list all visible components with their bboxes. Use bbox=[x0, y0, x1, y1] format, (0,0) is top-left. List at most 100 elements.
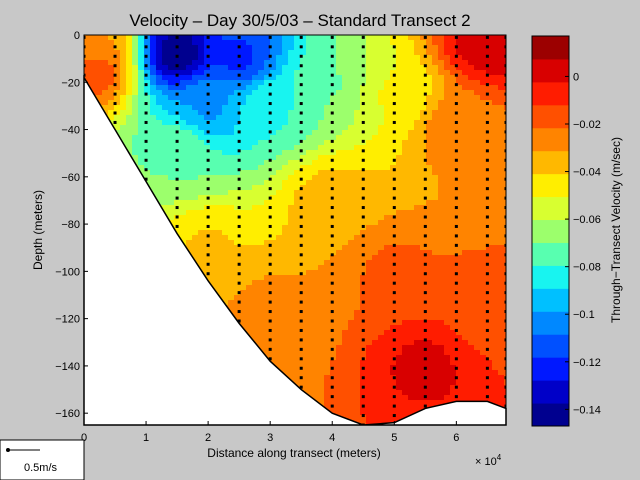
velocity-cell bbox=[486, 255, 493, 261]
velocity-cell bbox=[276, 280, 283, 286]
velocity-cell bbox=[474, 155, 481, 161]
velocity-cell bbox=[270, 325, 277, 331]
velocity-cell bbox=[318, 55, 325, 61]
velocity-cell bbox=[366, 375, 373, 381]
velocity-cell bbox=[108, 45, 115, 51]
velocity-cell bbox=[504, 40, 506, 46]
velocity-cell bbox=[300, 275, 307, 281]
velocity-cell bbox=[180, 150, 187, 156]
velocity-cell bbox=[252, 235, 259, 241]
velocity-cell bbox=[468, 60, 475, 66]
velocity-cell bbox=[378, 335, 385, 341]
velocity-cell bbox=[486, 150, 493, 156]
velocity-cell bbox=[432, 70, 439, 76]
velocity-cell bbox=[114, 85, 121, 91]
velocity-cell bbox=[204, 105, 211, 111]
velocity-cell bbox=[276, 40, 283, 46]
velocity-cell bbox=[498, 95, 505, 101]
velocity-cell bbox=[462, 140, 469, 146]
velocity-cell bbox=[402, 45, 409, 51]
velocity-cell bbox=[354, 115, 361, 121]
velocity-cell bbox=[450, 335, 457, 341]
velocity-cell bbox=[180, 165, 187, 171]
velocity-cell bbox=[432, 105, 439, 111]
velocity-cell bbox=[324, 295, 331, 301]
velocity-cell bbox=[228, 105, 235, 111]
velocity-cell bbox=[360, 210, 367, 216]
velocity-cell bbox=[162, 95, 169, 101]
velocity-cell bbox=[120, 60, 127, 66]
velocity-cell bbox=[156, 140, 163, 146]
velocity-cell bbox=[384, 300, 391, 306]
velocity-cell bbox=[432, 130, 439, 136]
velocity-cell bbox=[228, 275, 235, 281]
velocity-cell bbox=[198, 240, 205, 246]
velocity-cell bbox=[480, 275, 487, 281]
velocity-cell bbox=[504, 165, 506, 171]
velocity-cell bbox=[456, 130, 463, 136]
velocity-cell bbox=[480, 245, 487, 251]
velocity-cell bbox=[348, 225, 355, 231]
velocity-cell bbox=[372, 190, 379, 196]
velocity-cell bbox=[276, 210, 283, 216]
velocity-cell bbox=[234, 275, 241, 281]
velocity-cell bbox=[312, 375, 319, 381]
velocity-cell bbox=[294, 155, 301, 161]
velocity-cell bbox=[318, 310, 325, 316]
velocity-cell bbox=[228, 85, 235, 91]
velocity-cell bbox=[450, 130, 457, 136]
velocity-cell bbox=[486, 340, 493, 346]
velocity-cell bbox=[450, 75, 457, 81]
velocity-cell bbox=[468, 365, 475, 371]
velocity-cell bbox=[324, 255, 331, 261]
velocity-cell bbox=[384, 90, 391, 96]
velocity-cell bbox=[162, 185, 169, 191]
velocity-cell bbox=[354, 320, 361, 326]
velocity-cell bbox=[348, 80, 355, 86]
velocity-cell bbox=[366, 210, 373, 216]
velocity-cell bbox=[162, 90, 169, 96]
velocity-cell bbox=[342, 215, 349, 221]
velocity-cell bbox=[402, 310, 409, 316]
velocity-cell bbox=[372, 290, 379, 296]
velocity-cell bbox=[126, 145, 133, 151]
velocity-cell bbox=[216, 195, 223, 201]
velocity-cell bbox=[336, 325, 343, 331]
velocity-cell bbox=[240, 70, 247, 76]
velocity-cell bbox=[318, 345, 325, 351]
velocity-cell bbox=[432, 310, 439, 316]
velocity-cell bbox=[336, 35, 343, 41]
velocity-cell bbox=[288, 285, 295, 291]
velocity-cell bbox=[228, 55, 235, 61]
velocity-cell bbox=[366, 165, 373, 171]
velocity-cell bbox=[270, 360, 277, 366]
velocity-cell bbox=[258, 330, 265, 336]
velocity-cell bbox=[174, 40, 181, 46]
velocity-cell bbox=[504, 255, 506, 261]
velocity-cell bbox=[342, 145, 349, 151]
velocity-cell bbox=[330, 180, 337, 186]
velocity-cell bbox=[468, 120, 475, 126]
velocity-cell bbox=[324, 340, 331, 346]
velocity-cell bbox=[432, 80, 439, 86]
velocity-cell bbox=[234, 35, 241, 41]
velocity-cell bbox=[228, 135, 235, 141]
velocity-cell bbox=[318, 370, 325, 376]
velocity-cell bbox=[198, 60, 205, 66]
velocity-cell bbox=[384, 205, 391, 211]
velocity-cell bbox=[492, 320, 499, 326]
velocity-cell bbox=[480, 230, 487, 236]
velocity-cell bbox=[492, 335, 499, 341]
velocity-cell bbox=[246, 215, 253, 221]
velocity-cell bbox=[390, 255, 397, 261]
velocity-cell bbox=[504, 350, 506, 356]
velocity-cell bbox=[480, 295, 487, 301]
velocity-cell bbox=[180, 200, 187, 206]
velocity-cell bbox=[402, 240, 409, 246]
velocity-cell bbox=[282, 235, 289, 241]
velocity-cell bbox=[324, 245, 331, 251]
velocity-cell bbox=[336, 40, 343, 46]
velocity-cell bbox=[240, 80, 247, 86]
velocity-cell bbox=[162, 150, 169, 156]
velocity-cell bbox=[444, 130, 451, 136]
